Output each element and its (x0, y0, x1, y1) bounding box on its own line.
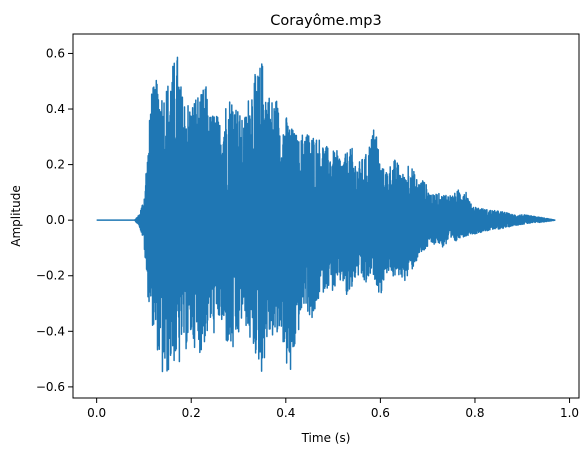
chart-title: Corayôme.mp3 (270, 13, 382, 29)
x-tick-label: 0.4 (276, 406, 295, 420)
y-tick-label: −0.2 (36, 269, 65, 283)
axes-frame (72, 33, 580, 399)
x-tick-label: 0.8 (465, 406, 484, 420)
x-axis-ticks: 0.0 0.2 0.4 0.6 0.8 1.0 (87, 398, 579, 420)
x-tick-label: 0.0 (87, 406, 106, 420)
y-tick-label: −0.6 (36, 380, 65, 394)
plot-area (96, 56, 556, 373)
x-tick-label: 0.6 (371, 406, 390, 420)
y-axis-ticks: −0.6 −0.4 −0.2 0.0 0.2 0.4 0.6 (36, 46, 73, 394)
waveform-line (96, 56, 556, 373)
y-tick-label: 0.2 (46, 158, 65, 172)
x-axis-label: Time (s) (301, 431, 351, 445)
x-tick-label: 1.0 (560, 406, 579, 420)
x-tick-label: 0.2 (182, 406, 201, 420)
y-axis-label: Amplitude (9, 185, 23, 247)
y-tick-label: 0.4 (46, 102, 65, 116)
y-tick-label: 0.6 (46, 46, 65, 60)
y-tick-label: −0.4 (36, 324, 65, 338)
y-tick-label: 0.0 (46, 213, 65, 227)
